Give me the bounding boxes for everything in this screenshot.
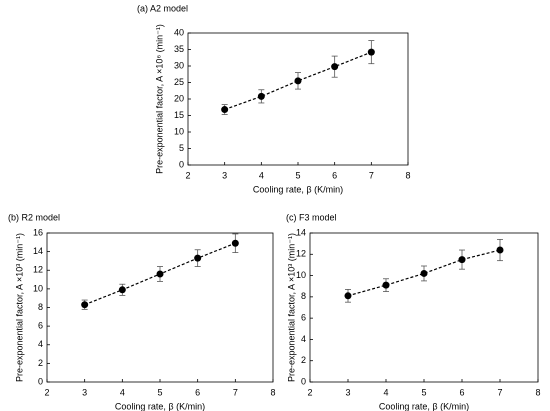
x-tick-label: 4 [383, 387, 388, 397]
x-tick-label: 2 [185, 170, 190, 180]
x-tick-label: 6 [459, 387, 464, 397]
y-tick-label: 16 [33, 227, 43, 237]
x-tick-label: 5 [421, 387, 426, 397]
y-tick-label: 25 [174, 77, 184, 87]
y-tick-label: 12 [33, 265, 43, 275]
plot-frame [309, 232, 539, 383]
x-tick-label: 4 [259, 170, 264, 180]
y-tick-label: 6 [38, 321, 43, 331]
y-tick-label: 4 [301, 334, 306, 344]
plot-frame [46, 232, 274, 383]
data-point [420, 269, 428, 277]
y-tick-label: 20 [174, 93, 184, 103]
data-point [81, 301, 89, 309]
x-tick-label: 3 [82, 387, 87, 397]
x-tick-label: 6 [195, 387, 200, 397]
y-axis-title: Pre-exponential factor, A ×10³ (min⁻¹) [286, 233, 296, 382]
x-tick-label: 2 [307, 387, 312, 397]
x-tick-label: 5 [157, 387, 162, 397]
x-tick-label: 3 [222, 170, 227, 180]
x-tick-label: 7 [233, 387, 238, 397]
y-tick-label: 0 [38, 376, 43, 386]
chart-title: (c) F3 model [286, 212, 337, 222]
x-tick-label: 3 [345, 387, 350, 397]
data-point [331, 63, 339, 71]
y-tick-label: 30 [174, 60, 184, 70]
data-point [231, 239, 239, 247]
x-tick-label: 8 [535, 387, 540, 397]
y-tick-label: 10 [33, 283, 43, 293]
x-tick-label: 8 [270, 387, 275, 397]
y-axis-title: Pre-exponential factor, A ×10⁶ (min⁻¹) [154, 24, 164, 174]
plot-frame [187, 32, 409, 166]
y-tick-label: 4 [38, 339, 43, 349]
y-tick-label: 0 [301, 376, 306, 386]
data-point [496, 246, 504, 254]
y-tick-label: 0 [179, 159, 184, 169]
data-point [367, 48, 375, 56]
data-point [194, 254, 202, 262]
x-axis-title: Cooling rate, β (K/min) [115, 401, 205, 411]
data-point [257, 92, 265, 100]
data-point [118, 286, 126, 294]
x-tick-label: 2 [44, 387, 49, 397]
y-tick-label: 14 [296, 227, 306, 237]
x-axis-title: Cooling rate, β (K/min) [379, 401, 469, 411]
data-point [458, 256, 466, 264]
data-point [344, 292, 352, 300]
y-tick-label: 35 [174, 44, 184, 54]
x-tick-label: 7 [497, 387, 502, 397]
chart-title: (b) R2 model [8, 212, 60, 222]
y-tick-label: 8 [301, 291, 306, 301]
y-tick-label: 6 [301, 313, 306, 323]
chart-title: (a) A2 model [137, 3, 188, 13]
x-tick-label: 7 [369, 170, 374, 180]
data-point [294, 77, 302, 85]
data-point [221, 106, 229, 114]
x-tick-label: 6 [332, 170, 337, 180]
y-tick-label: 2 [301, 355, 306, 365]
y-tick-label: 10 [296, 270, 306, 280]
x-tick-label: 8 [405, 170, 410, 180]
data-point [382, 281, 390, 289]
trend-line [224, 51, 372, 111]
data-point [156, 270, 164, 278]
y-tick-label: 5 [179, 143, 184, 153]
y-tick-label: 15 [174, 110, 184, 120]
trend-line [347, 249, 501, 297]
x-tick-label: 5 [295, 170, 300, 180]
x-tick-label: 4 [120, 387, 125, 397]
y-tick-label: 40 [174, 27, 184, 37]
y-tick-label: 2 [38, 358, 43, 368]
y-tick-label: 10 [174, 126, 184, 136]
y-tick-label: 8 [38, 302, 43, 312]
y-tick-label: 14 [33, 246, 43, 256]
y-axis-title: Pre-exponential factor, A ×10³ (min⁻¹) [14, 233, 24, 382]
y-tick-label: 12 [296, 249, 306, 259]
x-axis-title: Cooling rate, β (K/min) [253, 184, 343, 194]
